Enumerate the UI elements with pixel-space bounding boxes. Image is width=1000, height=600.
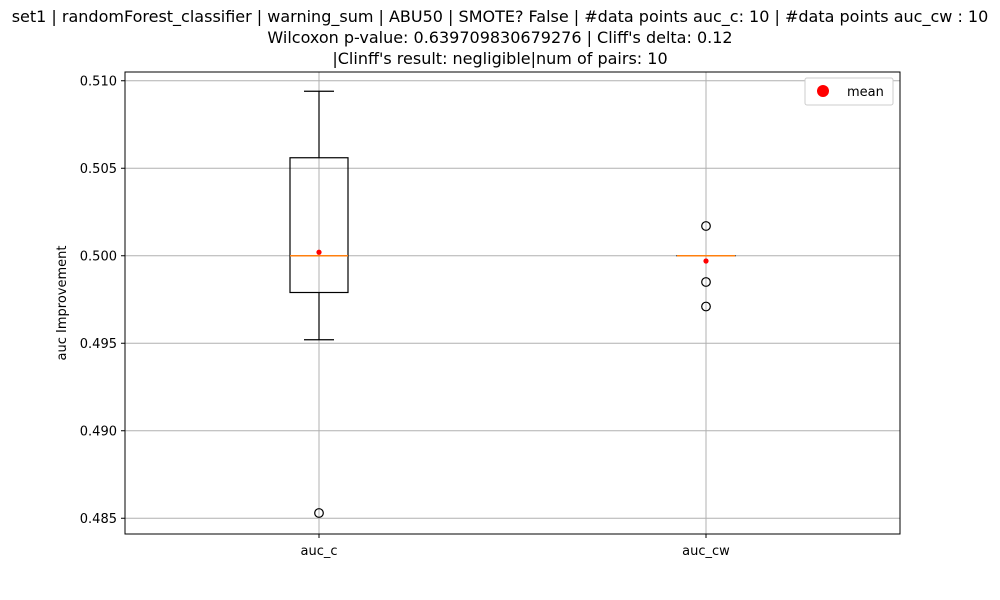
chart-title-line-3: |Clinff's result: negligible|num of pair… [332,49,668,68]
y-axis-label: auc Improvement [55,246,70,361]
axes-layer: 0.485 0.490 0.495 0.500 0.505 0.510 auc_c auc_c… [80,71,901,559]
iqr-box [289,157,349,294]
y-tick-label: 0.505 [80,162,117,177]
outlier-point [701,221,711,231]
mean-point [316,249,322,255]
chart-title-line-1: set1 | randomForest_classifier | warning… [11,7,989,26]
chart-title-line-2: Wilcoxon p-value: 0.639709830679276 | Cl… [267,28,733,47]
y-tick-label: 0.490 [80,424,117,439]
x-tick-label: auc_cw [682,544,730,559]
y-tick-label: 0.510 [80,74,117,89]
legend-mean-marker [817,85,829,97]
y-tick-label: 0.495 [80,337,117,352]
y-tick-label: 0.500 [80,249,117,264]
box-layer [289,90,736,518]
outlier-point [701,301,711,312]
legend-mean-label: mean [847,85,884,100]
grid-layer [125,72,900,534]
mean-point [703,258,709,264]
outlier-point [314,508,324,518]
legend: mean [804,77,894,106]
legend-frame [804,77,894,106]
outlier-point [701,277,711,287]
plot-frame [124,71,901,535]
box-auc_cw [676,221,736,312]
x-tick-label: auc_c [300,544,337,559]
y-tick-label: 0.485 [80,512,117,527]
box-auc_c [289,90,349,518]
